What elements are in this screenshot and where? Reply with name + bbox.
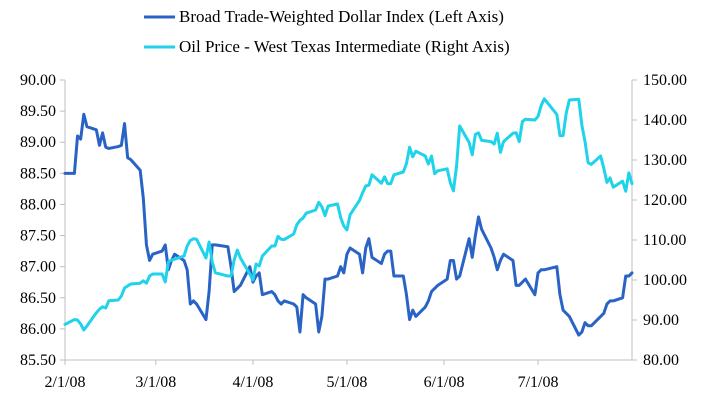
x-tick-label: 5/1/08 — [326, 374, 367, 391]
right-tick-label: 90.00 — [643, 312, 679, 329]
right-tick-label: 130.00 — [643, 152, 687, 169]
x-tick-label: 6/1/08 — [424, 374, 465, 391]
legend-label-oil: Oil Price - West Texas Intermediate (Rig… — [179, 37, 510, 56]
series-layer — [63, 97, 634, 337]
left-tick-label: 87.00 — [20, 259, 56, 276]
right-tick-label: 120.00 — [643, 192, 687, 209]
right-tick-label: 80.00 — [643, 352, 679, 369]
right-tick-label: 140.00 — [643, 112, 687, 129]
x-tick-label: 2/1/08 — [45, 374, 86, 391]
left-tick-label: 87.50 — [20, 228, 56, 245]
left-tick-label: 88.00 — [20, 196, 56, 213]
right-tick-label: 110.00 — [643, 232, 686, 249]
x-tick-label: 7/1/08 — [518, 374, 559, 391]
left-tick-label: 86.50 — [20, 290, 56, 307]
right-tick-label: 150.00 — [643, 72, 687, 89]
x-tick-label: 3/1/08 — [135, 374, 176, 391]
left-tick-label: 88.50 — [20, 165, 56, 182]
left-tick-label: 85.50 — [20, 352, 56, 369]
legend: Broad Trade-Weighted Dollar Index (Left … — [144, 7, 510, 56]
right-tick-label: 100.00 — [643, 272, 687, 289]
dollar-index-line — [63, 112, 634, 337]
x-tick-label: 4/1/08 — [233, 374, 274, 391]
left-tick-label: 86.00 — [20, 321, 56, 338]
left-tick-label: 89.00 — [20, 134, 56, 151]
left-tick-label: 90.00 — [20, 72, 56, 89]
legend-label-dollar: Broad Trade-Weighted Dollar Index (Left … — [179, 7, 504, 26]
oil-price-line — [63, 97, 634, 332]
axes: 85.50 86.00 86.50 87.00 87.50 88.00 88.50 89.00… — [20, 72, 687, 391]
left-tick-label: 89.50 — [20, 103, 56, 120]
